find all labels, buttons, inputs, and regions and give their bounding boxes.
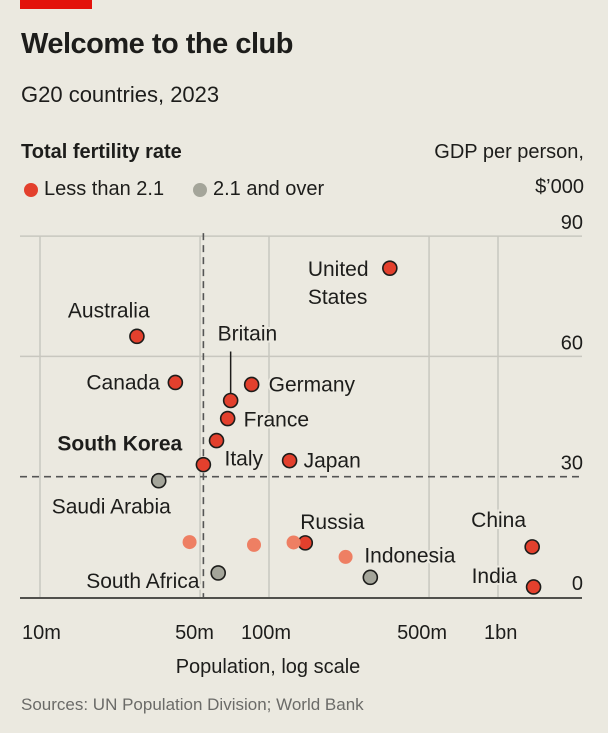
data-point-unlabelled [247,537,262,552]
country-label: Australia [68,299,150,322]
legend-label: Less than 2.1 [44,178,165,200]
data-point-france [219,410,236,427]
y-tick-label: 0 [572,573,583,595]
data-point-germany [243,376,260,393]
x-tick-label: 100m [241,622,291,644]
y-tick-label: 90 [561,212,583,234]
country-label: Canada [86,371,160,394]
chart-subtitle: G20 countries, 2023 [21,82,220,107]
data-point-china [524,539,540,555]
country-label: States [308,286,368,309]
y-axis-label-unit: $’000 [535,176,584,198]
legend-dot-grey [193,182,207,197]
data-point-unlabelled [338,549,353,564]
data-point-britain [222,392,239,409]
country-label: China [471,509,526,532]
y-axis-label: GDP per person, [434,141,584,163]
x-tick-label: 500m [397,622,447,644]
y-tick-label: 30 [561,453,583,475]
country-label: Russia [300,511,365,534]
data-point-saudi-arabia [150,472,167,489]
country-label: Britain [218,323,278,346]
data-point-canada [167,374,184,391]
data-point-united-states [382,260,398,276]
legend-item-above: 2.1 and over [193,178,324,201]
data-point-south-korea [195,456,212,473]
brand-bar [20,0,92,9]
country-label: Germany [269,373,356,396]
data-point-indonesia [362,569,379,586]
data-point-unlabelled [286,535,301,550]
country-label: South Africa [86,570,200,593]
country-label: India [472,565,518,588]
data-point-india [525,579,542,595]
legend-dot-red [24,182,38,197]
chart-title: Welcome to the club [21,28,293,60]
legend-title: Total fertility rate [21,141,182,163]
data-point-south-africa [210,565,226,581]
data-point-australia [129,328,145,345]
country-label: France [244,409,309,432]
data-point-unlabelled [182,535,197,550]
x-tick-label: 10m [22,622,61,644]
x-axis-label: Population, log scale [175,656,361,678]
data-point-japan [281,452,298,469]
legend-label: 2.1 and over [213,178,325,200]
legend-item-below: Less than 2.1 [24,178,164,201]
country-label: Italy [225,448,264,471]
country-label: South Korea [57,433,182,456]
country-label: Indonesia [364,544,455,567]
x-tick-label: 1bn [484,622,517,644]
x-tick-label: 50m [175,622,214,644]
y-tick-label: 60 [561,332,583,354]
country-label: Saudi Arabia [52,496,171,519]
country-label: United [308,258,369,281]
country-label: Japan [304,450,361,473]
data-point-italy [208,432,225,449]
sources-note: Sources: UN Population Division; World B… [21,695,364,714]
